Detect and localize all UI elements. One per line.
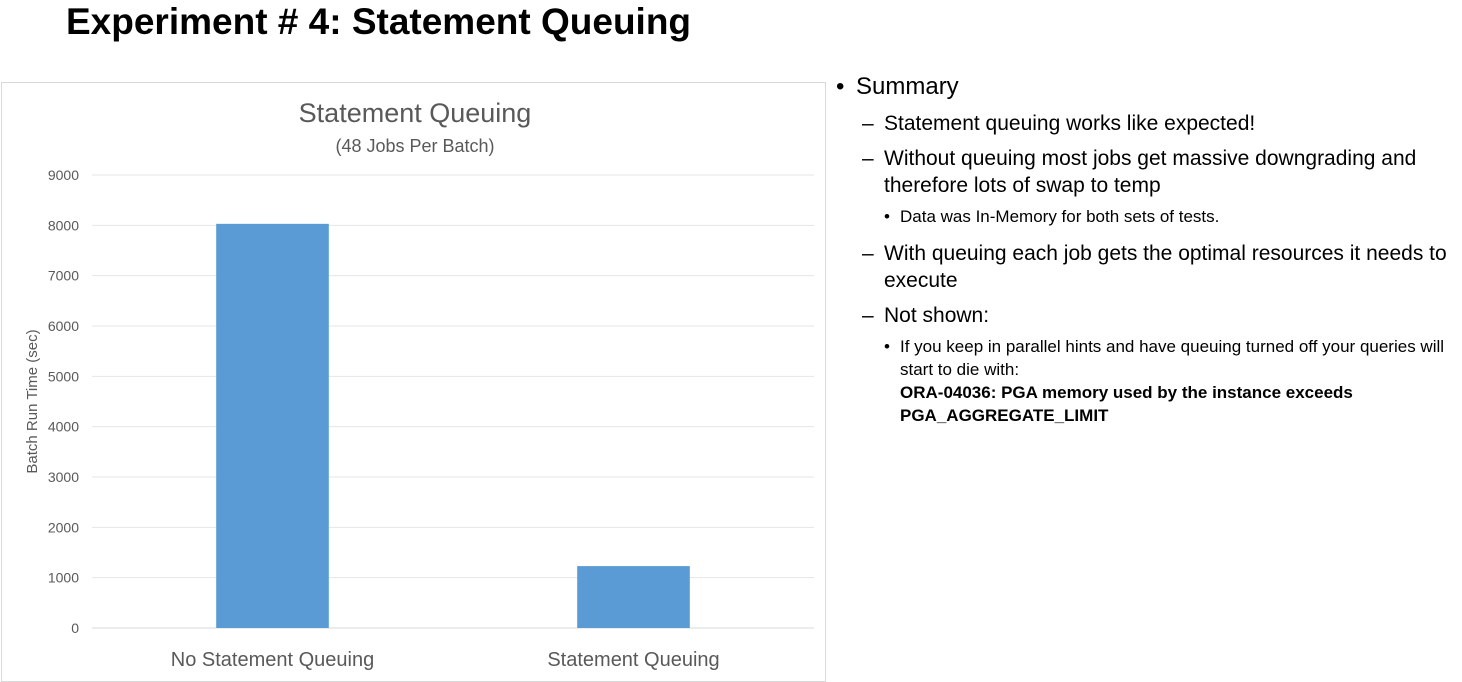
summary-heading: • Summary bbox=[836, 73, 959, 100]
bar-chart: Statement Queuing (48 Jobs Per Batch) 0 100… bbox=[1, 82, 826, 682]
bullet-icon: • bbox=[836, 73, 845, 100]
y-tick-label: 8000 bbox=[48, 217, 79, 233]
y-tick-label: 3000 bbox=[48, 469, 79, 485]
y-tick-label: 5000 bbox=[48, 368, 79, 384]
y-tick-label: 6000 bbox=[48, 318, 79, 334]
chart-title: Statement Queuing bbox=[299, 98, 532, 128]
summary-item: – Without queuing most jobs get massive … bbox=[862, 147, 1417, 197]
bullet-icon: • bbox=[884, 337, 890, 356]
summary-item: – Statement queuing works like expected! bbox=[862, 112, 1256, 135]
slide-title: Experiment # 4: Statement Queuing bbox=[66, 1, 692, 42]
bar bbox=[577, 566, 690, 628]
summary-subitem: • If you keep in parallel hints and have… bbox=[836, 335, 1462, 427]
summary-subitem: • Data was In-Memory for both sets of te… bbox=[884, 207, 1220, 226]
y-tick-label: 7000 bbox=[48, 268, 79, 284]
error-message: ORA-04036: PGA memory used by the instan… bbox=[900, 383, 1353, 425]
x-tick-label: No Statement Queuing bbox=[171, 649, 374, 671]
y-tick-label: 1000 bbox=[48, 570, 79, 586]
summary-item: – Not shown: bbox=[862, 304, 990, 327]
y-tick-label: 4000 bbox=[48, 419, 79, 435]
summary-list: • Summary – Statement queuing works like… bbox=[836, 72, 1462, 439]
dash-icon: – bbox=[862, 112, 874, 135]
dash-icon: – bbox=[862, 242, 874, 265]
dash-icon: – bbox=[862, 147, 874, 170]
chart-canvas: Statement Queuing (48 Jobs Per Batch) 0 100… bbox=[24, 98, 814, 671]
y-tick-label: 9000 bbox=[48, 167, 79, 183]
y-axis-label: Batch Run Time (sec) bbox=[24, 329, 41, 473]
y-tick-label: 0 bbox=[71, 620, 79, 636]
y-tick-label: 2000 bbox=[48, 519, 79, 535]
dash-icon: – bbox=[862, 304, 874, 327]
bullet-icon: • bbox=[884, 207, 890, 226]
bar bbox=[216, 223, 329, 628]
summary-item: – With queuing each job gets the optimal… bbox=[862, 242, 1447, 292]
chart-subtitle: (48 Jobs Per Batch) bbox=[335, 136, 494, 156]
x-tick-label: Statement Queuing bbox=[547, 649, 719, 671]
